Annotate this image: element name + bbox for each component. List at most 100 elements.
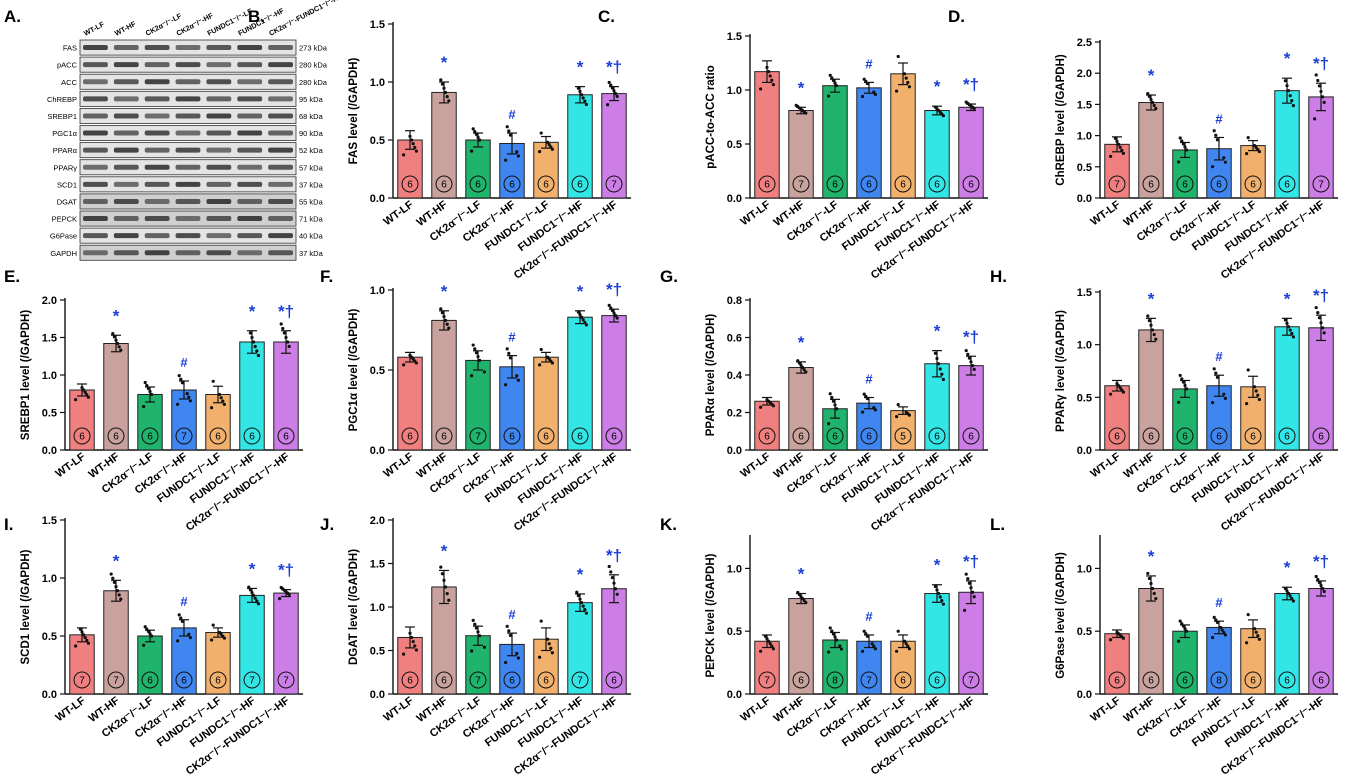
data-point (895, 415, 899, 419)
data-point (864, 632, 868, 636)
significance-mark: * (441, 282, 448, 301)
data-point (146, 629, 150, 633)
data-point (1290, 99, 1294, 103)
data-point (938, 595, 942, 599)
sample-size-label: 6 (934, 180, 940, 191)
data-point (507, 129, 511, 133)
data-point (109, 572, 113, 576)
data-point (440, 572, 444, 576)
blot-band (113, 113, 139, 119)
data-point (972, 595, 976, 599)
blot-protein-label: ACC (61, 78, 77, 87)
data-point (1151, 328, 1155, 332)
data-point (1180, 139, 1184, 143)
data-point (414, 149, 418, 153)
blot-band (206, 130, 232, 136)
data-point (504, 383, 508, 387)
data-point (833, 635, 837, 639)
data-point (1316, 577, 1320, 582)
data-point (1151, 586, 1155, 591)
blot-band (206, 233, 232, 239)
x-tick-label: WT-LF (1089, 451, 1123, 481)
data-point (1181, 142, 1185, 146)
blot-band (144, 113, 170, 119)
blot-size-label: 280 kDa (299, 61, 328, 70)
data-point (539, 131, 543, 135)
data-point (1316, 78, 1320, 83)
data-point (442, 86, 446, 90)
blot-band (237, 198, 263, 204)
data-point (872, 406, 876, 410)
data-point (576, 594, 581, 598)
significance-mark: *† (1313, 286, 1329, 305)
x-tick-label: WT-LF (739, 451, 773, 481)
data-point (1256, 393, 1260, 397)
panel-letter: G. (660, 267, 678, 286)
blot-band (113, 216, 139, 222)
data-point (765, 637, 769, 641)
data-point (439, 307, 443, 311)
data-point (439, 78, 443, 82)
y-tick-label: 1.5 (370, 559, 385, 571)
data-point (861, 410, 865, 414)
data-point (831, 632, 836, 636)
data-point (584, 611, 589, 615)
data-point (578, 597, 582, 601)
data-point (872, 644, 876, 648)
bar (754, 71, 780, 199)
data-point (1223, 160, 1227, 164)
data-point (116, 589, 120, 593)
sample-size-circle (1108, 175, 1126, 193)
sample-size-label: 6 (611, 432, 617, 443)
blot-size-label: 37 kDa (299, 180, 324, 189)
significance-mark: # (1215, 349, 1223, 364)
sample-size-label: 7 (611, 180, 617, 191)
blot-band (206, 147, 232, 153)
data-point (478, 634, 482, 638)
data-point (218, 630, 222, 635)
sample-size-circle (826, 427, 844, 445)
data-point (1149, 323, 1153, 327)
sample-size-circle (243, 427, 261, 445)
blot-size-label: 40 kDa (299, 232, 324, 241)
sample-size-circle (826, 175, 844, 193)
data-point (210, 638, 214, 642)
sample-size-circle (1312, 427, 1330, 445)
y-axis-label: PGC1α level (/GAPDH) (348, 308, 360, 431)
blot-band (175, 130, 201, 136)
data-point (609, 83, 613, 87)
sample-size-circle (860, 671, 878, 689)
blot-band (144, 45, 170, 51)
data-point (1215, 138, 1219, 142)
data-point (835, 84, 839, 88)
blot-band (144, 216, 170, 222)
data-point (612, 89, 616, 93)
panel-letter: J. (320, 515, 334, 534)
blot-band (83, 79, 108, 85)
bar (1138, 329, 1164, 451)
data-point (111, 332, 115, 336)
data-point (1109, 638, 1113, 642)
data-point (903, 72, 907, 76)
sample-size-circle (469, 427, 487, 445)
sample-size-label: 6 (1216, 432, 1222, 443)
y-tick-label: 0.5 (727, 139, 742, 151)
blot-band (144, 250, 170, 256)
bar (601, 588, 627, 695)
data-point (473, 622, 477, 626)
blot-band (144, 96, 170, 102)
data-point (408, 631, 412, 635)
bar (273, 341, 299, 451)
panel-letter: H. (990, 267, 1007, 286)
data-point (1147, 576, 1151, 581)
sample-size-label: 6 (866, 432, 872, 443)
data-point (470, 374, 474, 378)
data-point (82, 633, 86, 637)
sample-size-label: 6 (441, 180, 447, 191)
blot-band (175, 164, 201, 170)
blot-band (175, 233, 201, 239)
data-point (904, 76, 908, 80)
sample-size-circle (141, 671, 159, 689)
data-point (1147, 319, 1151, 323)
